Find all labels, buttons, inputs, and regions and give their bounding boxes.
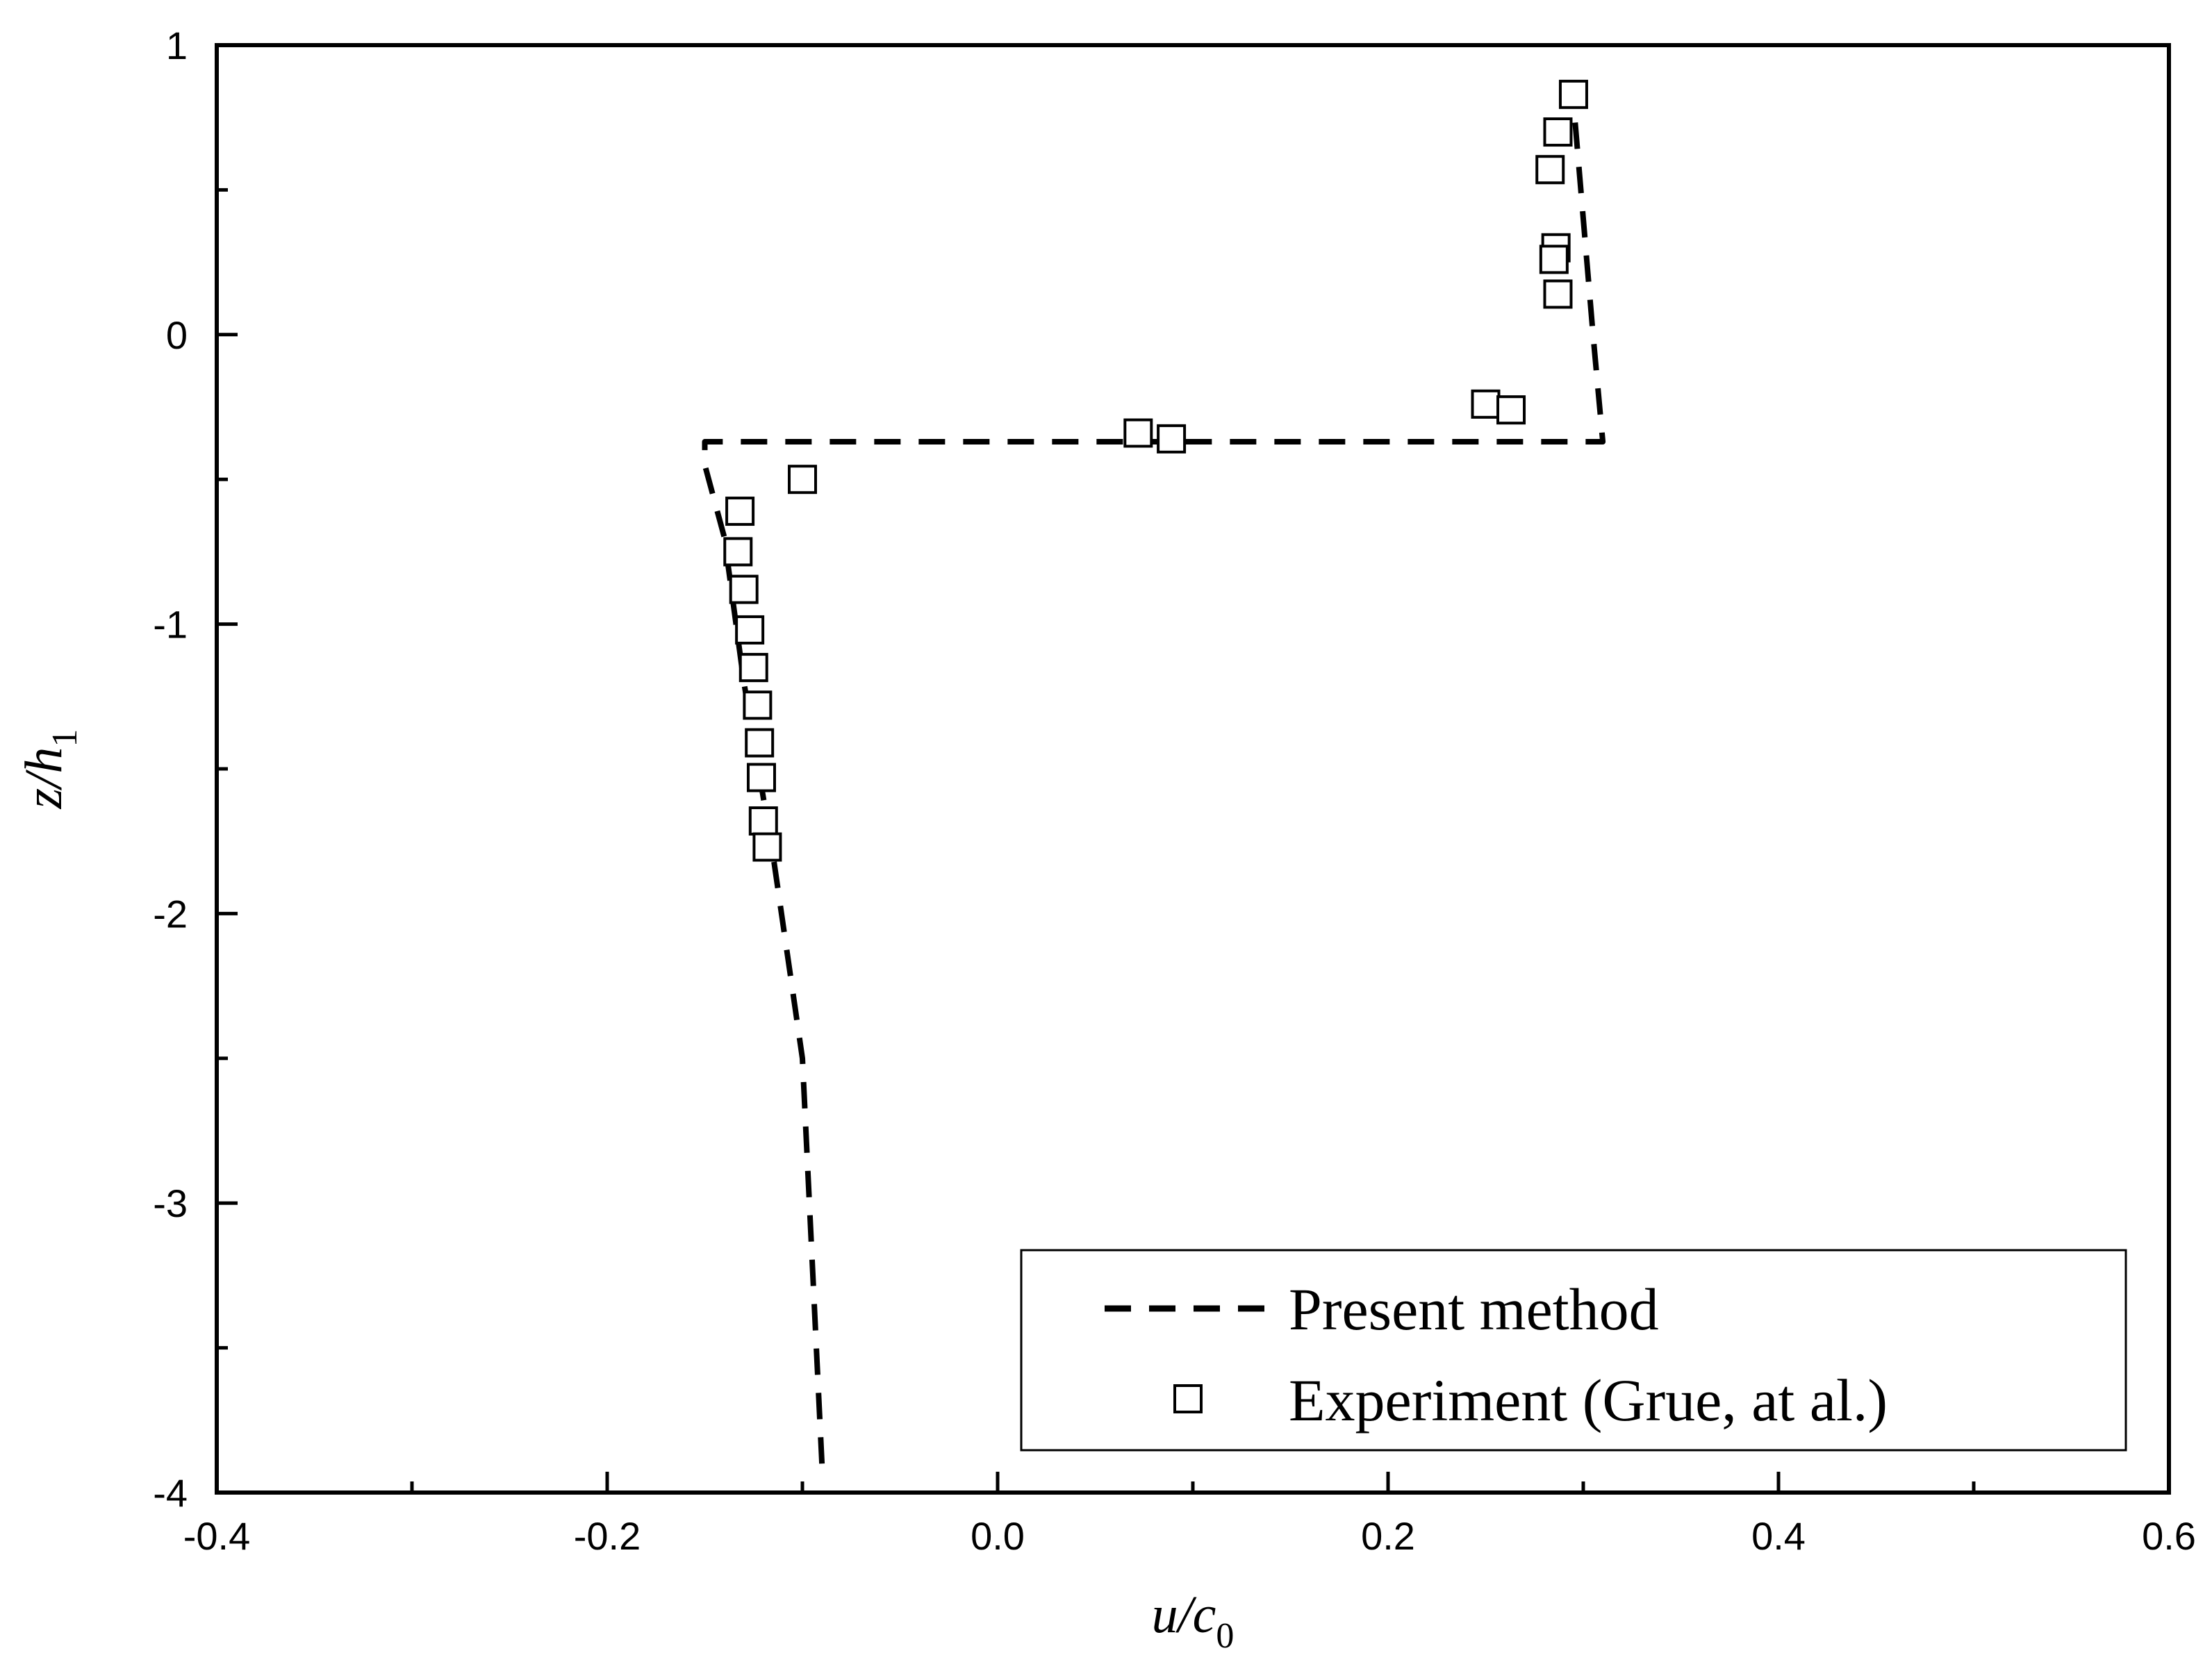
present-method-series [702, 103, 1606, 1464]
experiment-point [1558, 79, 1588, 109]
legend-label-present-method: Present method [1289, 1276, 1659, 1343]
x-tick-label: -0.4 [183, 1514, 251, 1558]
experiment-point [1496, 395, 1526, 425]
experiment-point [748, 806, 778, 836]
axis-ticks [215, 43, 2171, 1495]
experiment-point [723, 537, 753, 567]
experiment-point [1543, 279, 1573, 309]
legend-label-experiment: Experiment (Grue, at al.) [1289, 1367, 1888, 1434]
x-tick-label: 0.0 [971, 1514, 1025, 1558]
experiment-point [1123, 418, 1153, 448]
x-tick-label: 0.2 [1361, 1514, 1415, 1558]
y-tick-label: -3 [153, 1181, 188, 1225]
axis-tick-labels: -0.4 -0.2 0.0 0.2 0.4 0.6 1 0 -1 -2 -3 -4 [153, 24, 2196, 1558]
experiment-series [723, 79, 1588, 862]
y-tick-label: -1 [153, 603, 188, 647]
y-tick-label: -2 [153, 892, 188, 936]
experiment-point [788, 465, 817, 495]
experiment-point [743, 690, 773, 720]
x-tick-label: 0.6 [2142, 1514, 2196, 1558]
legend-square-marker-swatch [1173, 1384, 1203, 1413]
experiment-point [735, 615, 765, 645]
experiment-point [1157, 424, 1187, 454]
experiment-point [729, 574, 759, 604]
y-tick-label: 1 [166, 24, 188, 67]
experiment-point [745, 728, 775, 758]
experiment-point [752, 832, 782, 862]
x-axis-title: u/c0 [1152, 1586, 1235, 1656]
y-tick-label: 0 [166, 313, 188, 357]
experiment-point [1535, 155, 1565, 185]
y-axis-title: z/h1 [15, 729, 85, 810]
x-tick-label: 0.4 [1751, 1514, 1806, 1558]
y-tick-label: -4 [153, 1471, 188, 1515]
experiment-point [1539, 244, 1569, 274]
experiment-point [738, 653, 768, 683]
experiment-point [1543, 117, 1573, 147]
present-method-line [702, 103, 1606, 1464]
x-tick-label: -0.2 [574, 1514, 641, 1558]
legend: Present method Experiment (Grue, at al.) [1020, 1249, 2127, 1452]
experiment-point [725, 497, 755, 526]
experiment-point [746, 763, 776, 792]
experiment-point [1471, 389, 1501, 419]
legend-box [1020, 1249, 2127, 1452]
